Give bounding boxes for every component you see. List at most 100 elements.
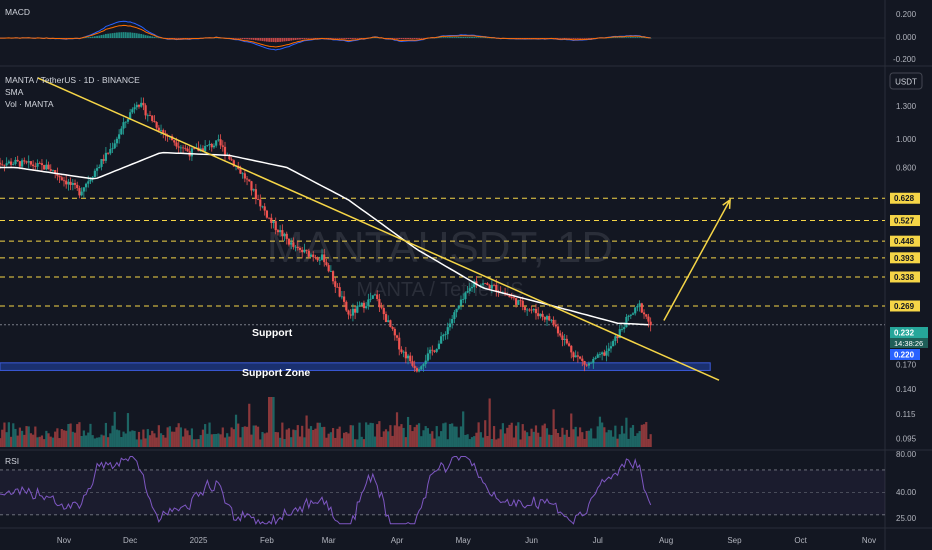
- volume-bar: [91, 435, 94, 447]
- candle-body: [89, 179, 92, 182]
- candle-body: [587, 363, 591, 366]
- volume-bar: [25, 426, 28, 447]
- currency-button[interactable]: [889, 72, 923, 90]
- candle-body: [541, 313, 544, 317]
- volume-bar: [36, 437, 39, 447]
- candle-body: [18, 161, 21, 167]
- symbol-title[interactable]: MANTA / TetherUS · 1D · BINANCE: [5, 75, 140, 85]
- volume-bar: [129, 431, 132, 447]
- candle-body: [93, 170, 96, 178]
- candle-body: [345, 301, 348, 311]
- macd-histogram-bar: [336, 38, 339, 39]
- sma-label[interactable]: SMA: [5, 87, 24, 97]
- candle-body: [256, 199, 260, 200]
- time-tick: Nov: [57, 536, 71, 545]
- candle-body: [636, 305, 639, 308]
- candle-body: [314, 257, 317, 258]
- candle-body: [290, 242, 293, 245]
- volume-bar: [314, 428, 317, 447]
- candle-body: [14, 159, 17, 164]
- volume-bar: [12, 423, 15, 447]
- volume-bar: [486, 435, 489, 447]
- volume-bar: [334, 437, 337, 447]
- macd-histogram-bar: [574, 38, 577, 39]
- volume-bar: [638, 431, 641, 447]
- macd-histogram-bar: [285, 38, 288, 42]
- macd-label[interactable]: MACD: [5, 7, 30, 17]
- volume-bar: [503, 433, 507, 447]
- volume-bar: [490, 439, 493, 447]
- volume-bar: [71, 431, 74, 447]
- volume-bar: [462, 411, 465, 447]
- macd-histogram-bar: [616, 37, 619, 38]
- volume-bar: [559, 436, 562, 447]
- rsi-label[interactable]: RSI: [5, 456, 19, 466]
- volume-bar: [603, 427, 606, 447]
- candle-body: [466, 291, 469, 293]
- macd-histogram-bar: [343, 38, 345, 39]
- volume-label[interactable]: Vol · MANTA: [5, 99, 54, 109]
- volume-bar: [567, 436, 571, 447]
- volume-bar: [583, 438, 586, 447]
- volume-bar: [424, 426, 427, 447]
- macd-histogram-bar: [418, 38, 420, 39]
- candle-body: [243, 173, 246, 179]
- candle-body: [512, 297, 516, 299]
- candle-body: [634, 307, 637, 314]
- candle-body: [627, 315, 630, 317]
- candle-body: [201, 148, 205, 152]
- candle-body: [23, 160, 26, 162]
- volume-bar: [73, 432, 77, 447]
- volume-bar: [98, 437, 101, 447]
- volume-bar: [642, 424, 646, 447]
- volume-bar: [47, 433, 50, 447]
- volume-bar: [526, 432, 529, 447]
- volume-bar: [118, 430, 121, 447]
- volume-bar: [400, 424, 403, 447]
- volume-bar: [329, 432, 332, 447]
- volume-bar: [276, 432, 280, 447]
- volume-bar: [51, 437, 55, 447]
- support-zone-band: [0, 362, 711, 371]
- volume-bar: [523, 430, 527, 447]
- candle-body: [420, 366, 423, 370]
- candle-body: [481, 283, 485, 285]
- candle-body: [131, 109, 134, 113]
- candle-body: [351, 308, 355, 316]
- volume-bar: [54, 431, 57, 447]
- candle-body: [433, 350, 436, 352]
- volume-bar: [609, 430, 613, 447]
- candle-body: [448, 323, 452, 328]
- candle-body: [153, 120, 156, 123]
- macd-histogram-bar: [239, 38, 242, 39]
- macd-histogram-bar: [645, 37, 648, 39]
- candle-body: [380, 307, 383, 309]
- macd-histogram-bar: [396, 38, 398, 39]
- volume-bar: [607, 429, 610, 447]
- volume-bar: [367, 424, 370, 447]
- downtrend-line: [37, 77, 720, 381]
- candle-body: [129, 112, 132, 120]
- volume-bar: [404, 437, 407, 447]
- volume-bar: [281, 422, 284, 447]
- candle-body: [274, 221, 277, 231]
- candle-body: [303, 249, 306, 253]
- candle-body: [468, 288, 471, 292]
- candle-body: [576, 355, 579, 357]
- macd-histogram-bar: [471, 36, 473, 38]
- volume-bar: [362, 439, 366, 447]
- volume-bar: [256, 426, 260, 447]
- macd-histogram-bar: [263, 38, 266, 42]
- volume-bar: [58, 438, 61, 447]
- candle-body: [316, 257, 319, 261]
- macd-histogram-bar: [307, 38, 310, 39]
- volume-bar: [473, 436, 476, 447]
- volume-bar: [572, 429, 575, 447]
- candle-body: [305, 249, 308, 251]
- candle-body: [241, 173, 244, 175]
- volume-bar: [239, 437, 242, 447]
- volume-bar: [323, 426, 326, 447]
- volume-bar: [197, 439, 200, 447]
- volume-bar: [193, 439, 196, 447]
